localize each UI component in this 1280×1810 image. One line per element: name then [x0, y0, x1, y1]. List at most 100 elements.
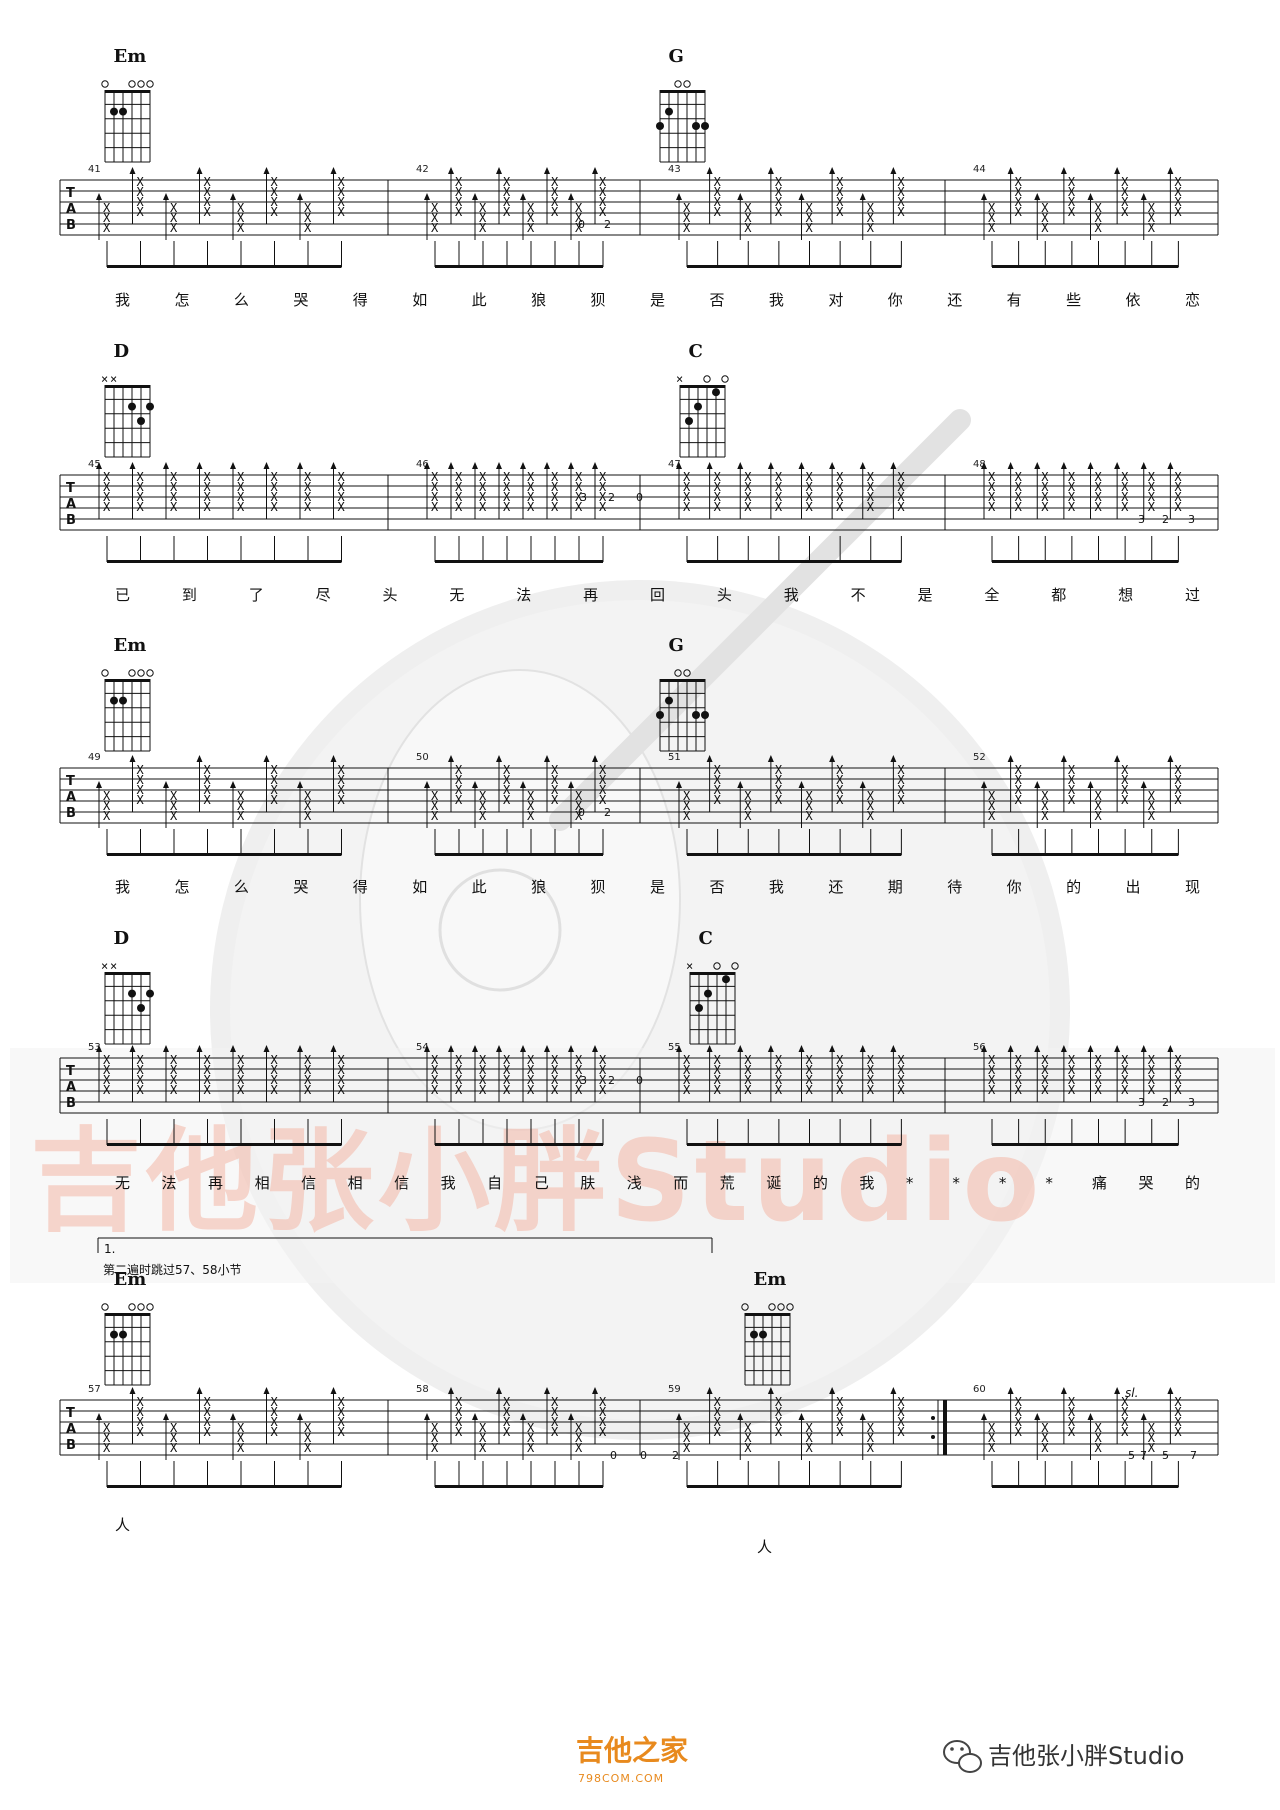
lyric-syllable: 头 [383, 586, 398, 604]
strum-arrowhead [297, 462, 303, 469]
dead-note-x: X [775, 1063, 783, 1077]
strum-arrowhead [297, 781, 303, 788]
dead-note-x: X [575, 1053, 583, 1067]
dead-note-x: X [806, 500, 814, 514]
chord-finger-dot [722, 975, 730, 984]
dead-note-x: X [988, 221, 996, 235]
dead-note-x: X [714, 1083, 722, 1097]
lyric-syllable: 我 [859, 1174, 874, 1192]
dead-note-x: X [551, 1395, 559, 1409]
dead-note-x: X [479, 221, 487, 235]
strum-arrowhead [706, 167, 713, 174]
dead-note-x: X [897, 500, 905, 514]
dead-note-x: X [836, 490, 844, 504]
dead-note-x: X [806, 1073, 814, 1087]
dead-note-x: X [204, 1425, 212, 1439]
dead-note-x: X [455, 1395, 463, 1409]
dead-note-x: X [237, 221, 245, 235]
dead-note-x: X [806, 470, 814, 484]
dead-note-x: X [714, 773, 722, 787]
dead-note-x: X [170, 1431, 178, 1445]
lyric-syllable: 期 [888, 878, 903, 896]
strum-arrowhead [1087, 462, 1094, 469]
strum-arrowhead [424, 462, 430, 469]
strum-arrowhead [297, 193, 303, 200]
dead-note-x: X [683, 1421, 691, 1435]
dead-note-x: X [431, 1441, 439, 1455]
strum-arrowhead [1034, 462, 1041, 469]
dead-note-x: X [170, 1073, 178, 1087]
dead-note-x: X [1015, 783, 1023, 797]
dead-note-x: X [775, 185, 783, 199]
dead-note-x: X [237, 809, 245, 823]
dead-note-x: X [897, 195, 905, 209]
dead-note-x: X [503, 1083, 511, 1097]
dead-note-x: X [551, 185, 559, 199]
muted-string-marker: × [110, 959, 117, 973]
dead-note-x: X [897, 185, 905, 199]
strum-arrowhead [230, 781, 236, 788]
measure-number: 51 [668, 752, 681, 763]
wechat-icon [943, 1740, 982, 1773]
dead-note-x: X [836, 470, 844, 484]
dead-note-x: X [1015, 470, 1023, 484]
dead-note-x: X [775, 1083, 783, 1097]
tab-letter: B [66, 1438, 76, 1453]
dead-note-x: X [1121, 1053, 1129, 1067]
dead-note-x: X [575, 480, 583, 494]
strum-arrowhead [890, 755, 897, 762]
open-string-marker [146, 80, 154, 88]
dead-note-x: X [714, 195, 722, 209]
dead-note-x: X [204, 1415, 212, 1429]
dead-note-x: X [204, 793, 212, 807]
dead-note-x: X [431, 480, 439, 494]
dead-note-x: X [103, 1063, 111, 1077]
strum-arrowhead [767, 755, 774, 762]
lyric-syllable: 依 [1126, 291, 1141, 309]
dead-note-x: X [1041, 201, 1049, 215]
open-string-marker [683, 669, 691, 677]
chord-diagram: D × × [101, 928, 154, 1045]
fret-number: 2 [608, 491, 615, 504]
dead-note-x: X [137, 205, 145, 219]
fret-number: 3 [1138, 1096, 1145, 1109]
lyric-syllable: 到 [182, 586, 197, 604]
strum-arrowhead [676, 193, 682, 200]
dead-note-x: X [1015, 793, 1023, 807]
dead-note-x: X [551, 1083, 559, 1097]
dead-note-x: X [1095, 470, 1103, 484]
strum-arrowhead [1087, 193, 1094, 200]
lyric-syllable: 全 [984, 586, 999, 604]
dead-note-x: X [806, 1063, 814, 1077]
strum-arrowhead [981, 781, 987, 788]
lyric-syllable: 痛 [1092, 1174, 1107, 1192]
strum-arrowhead [544, 1387, 550, 1394]
fret-number: 0 [636, 1074, 643, 1087]
muted-string-marker: × [110, 372, 117, 386]
dead-note-x: X [1174, 1415, 1182, 1429]
strum-arrowhead [1140, 781, 1147, 788]
dead-note-x: X [683, 221, 691, 235]
dead-note-x: X [1121, 1425, 1129, 1439]
tab-letter: B [66, 218, 76, 233]
dead-note-x: X [1174, 185, 1182, 199]
strum-arrowhead [424, 193, 430, 200]
dead-note-x: X [988, 490, 996, 504]
dead-note-x: X [137, 185, 145, 199]
dead-note-x: X [338, 1415, 346, 1429]
lyric-syllable: 再 [208, 1174, 223, 1192]
dead-note-x: X [455, 1073, 463, 1087]
dead-note-x: X [103, 1053, 111, 1067]
chord-nut [690, 972, 735, 975]
measure-number: 59 [668, 1384, 681, 1395]
dead-note-x: X [503, 1073, 511, 1087]
chord-nut [105, 679, 150, 682]
dead-note-x: X [988, 809, 996, 823]
chord-finger-dot [712, 388, 720, 397]
dead-note-x: X [137, 490, 145, 504]
dead-note-x: X [431, 1431, 439, 1445]
lyric-syllable: 想 [1118, 586, 1133, 604]
dead-note-x: X [599, 175, 607, 189]
dead-note-x: X [271, 1053, 279, 1067]
fret-number: 5 [1162, 1449, 1169, 1462]
